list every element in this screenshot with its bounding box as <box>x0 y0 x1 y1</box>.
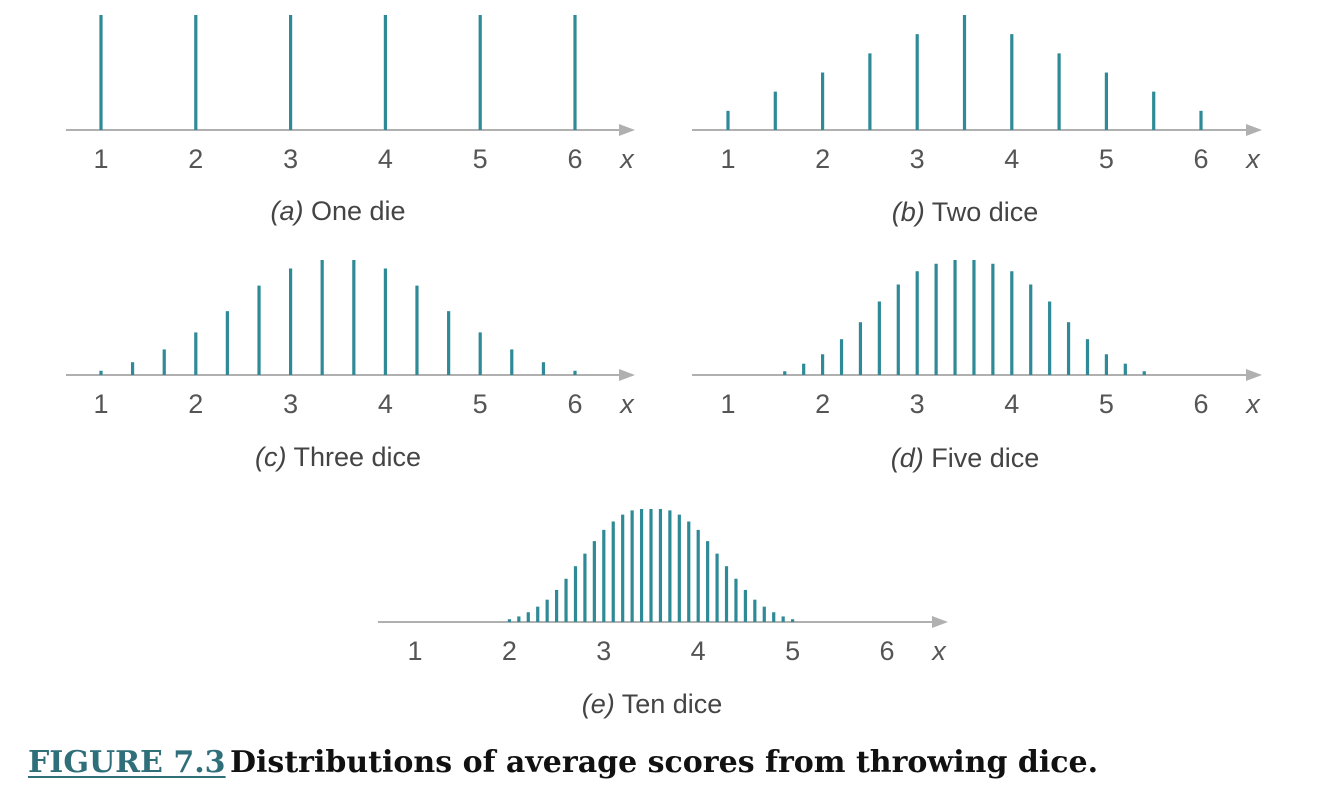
panel-tag: (d) <box>891 443 924 473</box>
panel-title: Ten dice <box>615 689 723 719</box>
panel-tag: (a) <box>270 196 303 226</box>
x-tick-label: 3 <box>283 144 298 174</box>
x-tick-label: 3 <box>596 636 611 666</box>
panel-caption: (e) Ten dice <box>582 689 723 719</box>
panel-tag: (c) <box>255 442 286 472</box>
x-tick-label: 3 <box>910 389 925 419</box>
x-tick-label: 1 <box>407 636 422 666</box>
x-tick-label: 5 <box>1099 389 1114 419</box>
x-axis-label: x <box>1244 389 1261 419</box>
x-tick-label: 3 <box>283 389 298 419</box>
panel-caption: (d) Five dice <box>891 443 1040 473</box>
x-tick-label: 4 <box>1004 144 1019 174</box>
panel-caption: (b) Two dice <box>892 197 1039 227</box>
chart-panel-d: 1 2 3 4 5 6 x (d) Five dice <box>692 260 1262 473</box>
x-tick-label: 5 <box>1099 144 1114 174</box>
x-tick-label: 3 <box>910 144 925 174</box>
x-axis-arrow <box>619 369 635 381</box>
x-tick-label: 6 <box>567 144 582 174</box>
x-axis-label: x <box>930 636 947 666</box>
panel-title: Five dice <box>924 443 1040 473</box>
x-tick-label: 5 <box>473 144 488 174</box>
figure-title: Distributions of average scores from thr… <box>230 745 1099 780</box>
x-tick-label: 2 <box>815 144 830 174</box>
x-tick-label: 4 <box>378 389 393 419</box>
x-axis-label: x <box>618 389 635 419</box>
panel-tag: (b) <box>892 197 925 227</box>
panel-title: Three dice <box>286 442 421 472</box>
panel-title: Two dice <box>925 197 1039 227</box>
x-axis-arrow <box>1246 369 1262 381</box>
x-axis-arrow <box>932 616 948 628</box>
panel-title: One die <box>303 196 405 226</box>
x-tick-label: 6 <box>879 636 894 666</box>
x-tick-label: 5 <box>785 636 800 666</box>
chart-panel-a: 1 2 3 4 5 6 x (a) One die <box>66 15 635 226</box>
x-tick-label: 1 <box>93 389 108 419</box>
x-axis-arrow <box>619 124 635 136</box>
chart-panel-e: 1 2 3 4 5 6 x (e) Ten dice <box>378 509 948 719</box>
x-axis-arrow <box>1246 124 1262 136</box>
x-tick-label: 1 <box>720 144 735 174</box>
x-tick-label: 2 <box>502 636 517 666</box>
x-tick-label: 2 <box>188 144 203 174</box>
x-tick-label: 6 <box>1193 144 1208 174</box>
x-tick-label: 4 <box>1004 389 1019 419</box>
x-tick-label: 1 <box>93 144 108 174</box>
x-tick-label: 6 <box>1193 389 1208 419</box>
x-tick-label: 6 <box>567 389 582 419</box>
x-tick-label: 2 <box>815 389 830 419</box>
dice-distributions-figure: 1 2 3 4 5 6 x (a) One die 1 2 3 4 5 6 x (b) Two dice 1 2 3… <box>66 15 1262 719</box>
chart-panel-b: 1 2 3 4 5 6 x (b) Two dice <box>692 15 1262 227</box>
x-tick-label: 2 <box>188 389 203 419</box>
figure-number-link[interactable]: FIGURE 7.3 <box>28 745 226 780</box>
panel-tag: (e) <box>582 689 615 719</box>
x-axis-label: x <box>1244 144 1261 174</box>
chart-panel-c: 1 2 3 4 5 6 x (c) Three dice <box>66 260 635 472</box>
x-tick-label: 4 <box>691 636 706 666</box>
figure-caption: FIGURE 7.3 Distributions of average scor… <box>28 745 1318 795</box>
x-tick-label: 4 <box>378 144 393 174</box>
x-tick-label: 1 <box>720 389 735 419</box>
x-tick-label: 5 <box>473 389 488 419</box>
panel-caption: (c) Three dice <box>255 442 421 472</box>
panel-caption: (a) One die <box>270 196 405 226</box>
x-axis-label: x <box>618 144 635 174</box>
